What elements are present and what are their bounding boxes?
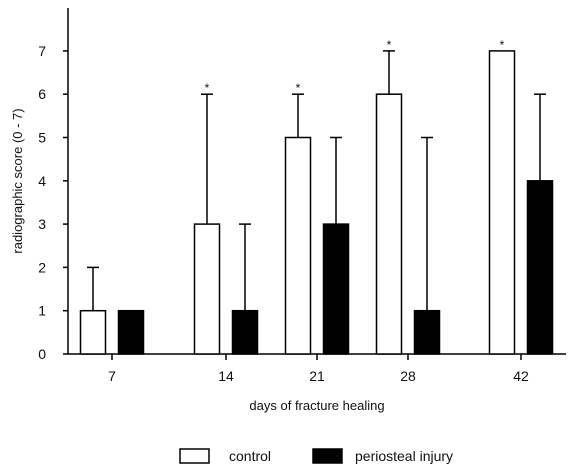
x-tick-label: 21 <box>309 368 325 384</box>
legend-label: periosteal injury <box>355 448 453 464</box>
y-tick-label: 4 <box>38 173 46 189</box>
bar-control <box>375 93 403 355</box>
legend: control periosteal injury <box>179 448 453 464</box>
y-ticks: 0 1 2 3 4 5 6 7 <box>38 43 68 362</box>
x-tick-label: 42 <box>513 368 529 384</box>
bar-control <box>79 309 107 355</box>
bar-control <box>488 50 516 355</box>
bar-periosteal-injury <box>117 309 145 355</box>
significance-star: * <box>205 81 210 95</box>
x-tick-label: 28 <box>400 368 416 384</box>
y-tick-label: 5 <box>38 130 46 146</box>
bars <box>79 50 554 355</box>
y-tick-label: 7 <box>38 43 46 59</box>
significance-markers: * * * * <box>205 38 505 95</box>
x-tick-label: 7 <box>108 368 116 384</box>
y-axis-title: radiographic score (0 - 7) <box>10 108 25 253</box>
bar-control <box>193 223 221 355</box>
bar-control <box>284 136 312 355</box>
bar-periosteal-injury <box>413 309 441 355</box>
y-tick-label: 2 <box>38 259 46 275</box>
bar-periosteal-injury <box>231 309 259 355</box>
significance-star: * <box>296 81 301 95</box>
y-tick-label: 1 <box>38 303 46 319</box>
bar-periosteal-injury <box>526 180 554 355</box>
significance-star: * <box>500 38 505 52</box>
error-bars <box>87 50 546 311</box>
bar-periosteal-injury <box>322 223 350 355</box>
y-tick-label: 6 <box>38 86 46 102</box>
legend-swatch <box>312 448 343 464</box>
y-tick-label: 3 <box>38 216 46 232</box>
y-tick-label: 0 <box>38 346 46 362</box>
x-tick-label: 14 <box>218 368 234 384</box>
x-axis-title: days of fracture healing <box>249 398 384 413</box>
x-ticks: 7 14 21 28 42 <box>108 354 529 384</box>
legend-swatch <box>179 448 210 464</box>
legend-label: control <box>229 448 271 464</box>
significance-star: * <box>387 38 392 52</box>
